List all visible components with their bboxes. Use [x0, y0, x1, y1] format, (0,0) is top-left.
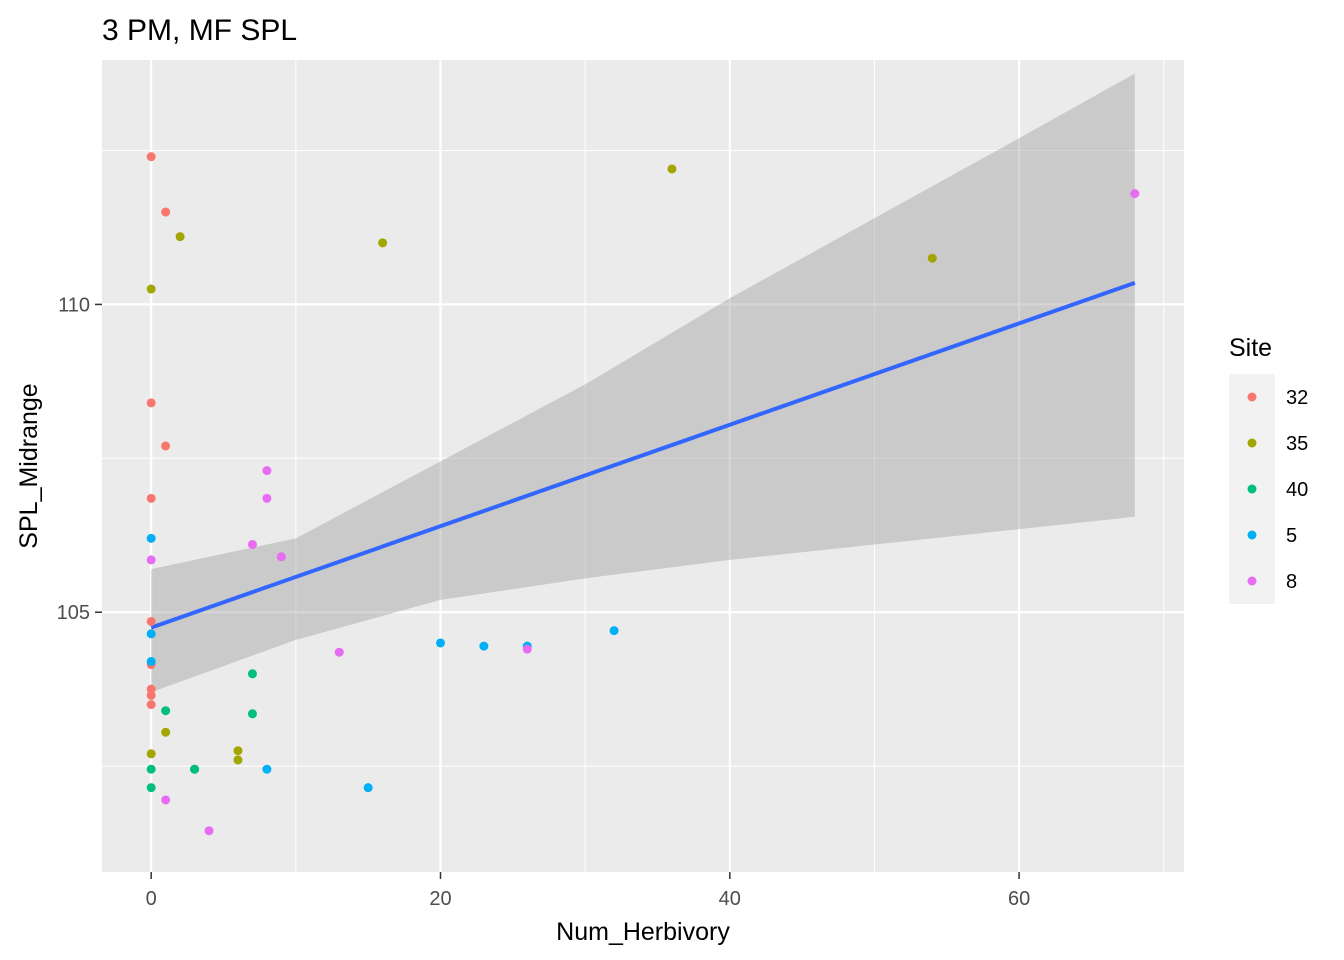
data-point-site-40: [247, 669, 257, 679]
legend-label-40: 40: [1286, 479, 1308, 501]
data-point-site-8: [276, 552, 286, 562]
data-point-site-35: [927, 253, 937, 263]
data-point-site-35: [146, 749, 156, 759]
data-point-site-35: [667, 164, 677, 174]
x-tick-label: 20: [429, 888, 451, 910]
legend: 32 35 40 5 8: [1229, 374, 1308, 604]
data-point-site-8: [146, 555, 156, 565]
data-point-site-32: [146, 398, 156, 408]
data-points: [146, 152, 1140, 836]
data-point-site-8: [1130, 189, 1140, 199]
data-point-site-8: [247, 539, 257, 549]
y-axis-title: SPL_Midrange: [15, 383, 43, 548]
regression-line-path: [150, 280, 1136, 630]
data-point-site-5: [363, 783, 373, 793]
major-gridlines: [102, 60, 1184, 872]
legend-key-35: [1247, 438, 1257, 448]
data-point-site-32: [146, 152, 156, 162]
x-tick-label: 60: [1008, 888, 1030, 910]
data-point-site-40: [161, 706, 171, 716]
data-point-site-5: [262, 764, 272, 774]
data-point-site-35: [233, 755, 243, 765]
y-tick-label: 105: [57, 602, 90, 624]
legend-label-5: 5: [1286, 525, 1297, 547]
data-point-site-5: [435, 638, 445, 648]
data-point-site-5: [146, 629, 156, 639]
minor-gridlines: [102, 60, 1184, 872]
x-tick-label: 40: [719, 888, 741, 910]
confidence-band: [151, 73, 1135, 693]
data-point-site-32: [161, 441, 171, 451]
data-point-site-35: [175, 232, 185, 242]
data-point-site-32: [161, 207, 171, 217]
data-point-site-40: [146, 783, 156, 793]
y-axis-ticks: 105 110: [57, 294, 102, 624]
data-point-site-8: [204, 826, 214, 836]
x-axis-ticks: 0 20 40 60: [146, 872, 1030, 910]
data-point-site-8: [334, 647, 344, 657]
data-point-site-35: [146, 284, 156, 294]
data-point-site-5: [609, 626, 619, 636]
data-point-site-32: [146, 690, 156, 700]
data-point-site-5: [146, 533, 156, 543]
data-point-site-32: [146, 684, 156, 694]
legend-label-35: 35: [1286, 433, 1308, 455]
chart-title: 3 PM, MF SPL: [102, 14, 297, 47]
data-point-site-40: [146, 764, 156, 774]
legend-key-8: [1247, 576, 1257, 586]
data-point-site-35: [161, 727, 171, 737]
data-point-site-32: [146, 493, 156, 503]
data-point-site-32: [146, 700, 156, 710]
legend-key-32: [1247, 392, 1257, 402]
confidence-band-area: [151, 73, 1135, 693]
data-point-site-35: [378, 238, 388, 248]
data-point-site-40: [190, 764, 200, 774]
data-point-site-40: [247, 709, 257, 719]
data-point-site-8: [262, 466, 272, 476]
data-point-site-8: [161, 795, 171, 805]
legend-label-8: 8: [1286, 571, 1297, 593]
plot-panel: [102, 60, 1184, 872]
legend-label-32: 32: [1286, 387, 1308, 409]
x-tick-label: 0: [146, 888, 157, 910]
data-point-site-8: [262, 493, 272, 503]
legend-title: Site: [1229, 334, 1272, 362]
data-point-site-35: [233, 746, 243, 756]
legend-key-40: [1247, 484, 1257, 494]
y-tick-label: 110: [58, 294, 90, 316]
data-point-site-5: [146, 656, 156, 666]
x-axis-title: Num_Herbivory: [556, 918, 730, 946]
data-point-site-5: [479, 641, 489, 651]
data-point-site-32: [146, 616, 156, 626]
data-point-site-8: [522, 644, 532, 654]
regression-line: [150, 280, 1136, 630]
legend-key-5: [1247, 530, 1257, 540]
